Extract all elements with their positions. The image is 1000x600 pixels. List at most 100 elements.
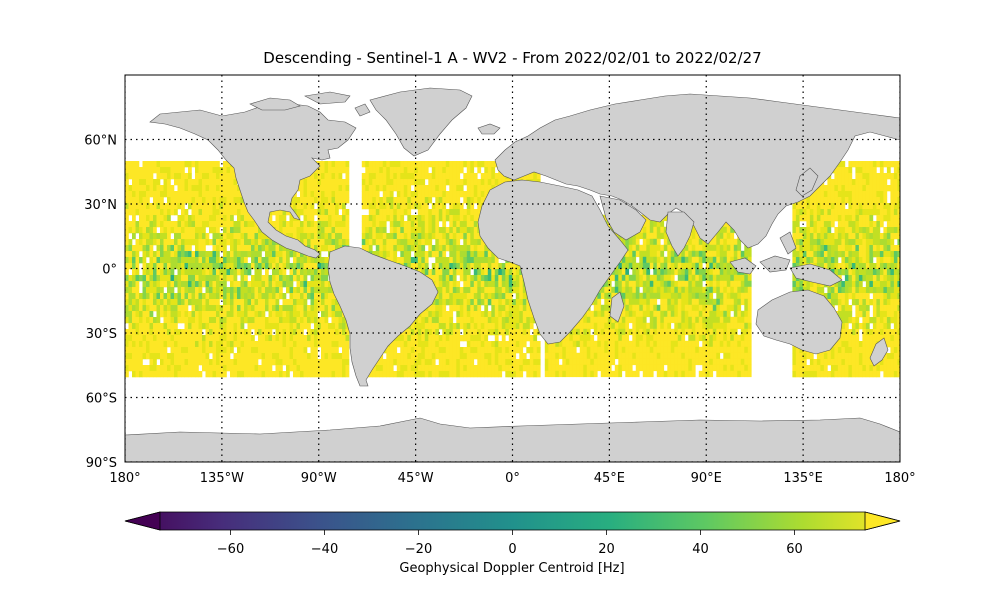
doppler-cell bbox=[135, 167, 140, 174]
doppler-cell bbox=[268, 329, 273, 336]
doppler-cell bbox=[177, 179, 182, 186]
doppler-cell bbox=[389, 233, 394, 240]
doppler-cell bbox=[139, 233, 143, 240]
doppler-cell bbox=[296, 317, 301, 324]
doppler-cell bbox=[667, 352, 672, 360]
doppler-cell bbox=[272, 317, 276, 324]
doppler-cell bbox=[156, 323, 161, 330]
doppler-cell bbox=[307, 263, 311, 270]
doppler-cell bbox=[544, 352, 549, 360]
doppler-cell bbox=[135, 341, 140, 348]
doppler-cell bbox=[487, 275, 492, 282]
doppler-cell bbox=[247, 311, 252, 318]
doppler-cell bbox=[223, 257, 227, 264]
doppler-cell bbox=[153, 179, 157, 186]
doppler-cell bbox=[579, 328, 584, 336]
doppler-cell bbox=[237, 323, 241, 330]
doppler-cell bbox=[338, 215, 343, 222]
doppler-cell bbox=[544, 346, 549, 354]
doppler-cell bbox=[153, 329, 157, 336]
doppler-cell bbox=[300, 293, 304, 300]
doppler-cell bbox=[321, 227, 325, 234]
doppler-cell bbox=[586, 370, 591, 378]
doppler-cell bbox=[153, 197, 157, 204]
doppler-cell bbox=[184, 269, 189, 276]
doppler-cell bbox=[233, 305, 238, 312]
doppler-cell bbox=[628, 250, 633, 258]
doppler-cell bbox=[286, 305, 290, 312]
doppler-cell bbox=[317, 263, 322, 270]
doppler-cell bbox=[181, 299, 185, 306]
doppler-cell bbox=[233, 263, 238, 270]
doppler-cell bbox=[195, 371, 199, 378]
doppler-cell bbox=[646, 220, 651, 228]
doppler-cell bbox=[205, 275, 210, 282]
doppler-cell bbox=[212, 197, 217, 204]
doppler-cell bbox=[258, 317, 262, 324]
doppler-cell bbox=[396, 197, 401, 204]
doppler-cell bbox=[160, 197, 164, 204]
doppler-cell bbox=[463, 281, 468, 288]
doppler-cell bbox=[459, 251, 464, 258]
doppler-cell bbox=[247, 299, 252, 306]
doppler-cell bbox=[153, 191, 157, 198]
doppler-cell bbox=[379, 179, 384, 186]
doppler-cell bbox=[342, 353, 346, 360]
doppler-cell bbox=[396, 191, 401, 198]
doppler-cell bbox=[452, 185, 457, 192]
doppler-cell bbox=[445, 161, 450, 168]
doppler-cell bbox=[310, 341, 315, 348]
doppler-cell bbox=[181, 347, 185, 354]
doppler-cell bbox=[139, 341, 143, 348]
doppler-cell bbox=[230, 203, 234, 210]
doppler-cell bbox=[473, 365, 478, 372]
doppler-cell bbox=[156, 365, 161, 372]
doppler-cell bbox=[677, 292, 682, 300]
doppler-cell bbox=[247, 335, 252, 342]
doppler-cell bbox=[372, 371, 377, 378]
doppler-cell bbox=[442, 305, 447, 312]
doppler-cell bbox=[181, 341, 185, 348]
doppler-cell bbox=[307, 353, 311, 360]
doppler-cell bbox=[442, 293, 447, 300]
doppler-cell bbox=[642, 280, 647, 288]
doppler-cell bbox=[286, 359, 290, 366]
doppler-cell bbox=[681, 304, 686, 312]
doppler-cell bbox=[247, 215, 252, 222]
doppler-cell bbox=[156, 305, 161, 312]
doppler-cell bbox=[674, 346, 679, 354]
doppler-cell bbox=[536, 371, 541, 378]
doppler-cell bbox=[463, 323, 468, 330]
doppler-cell bbox=[449, 227, 454, 234]
doppler-cell bbox=[611, 340, 616, 348]
doppler-cell bbox=[512, 365, 517, 372]
doppler-cell bbox=[670, 316, 675, 324]
doppler-cell bbox=[372, 365, 377, 372]
doppler-cell bbox=[428, 341, 433, 348]
doppler-cell bbox=[625, 358, 630, 366]
doppler-cell bbox=[149, 263, 154, 270]
doppler-cell bbox=[396, 341, 401, 348]
doppler-cell bbox=[174, 311, 178, 318]
doppler-cell bbox=[625, 334, 630, 342]
doppler-cell bbox=[684, 298, 689, 306]
doppler-cell bbox=[667, 334, 672, 342]
doppler-cell bbox=[487, 359, 492, 366]
doppler-cell bbox=[625, 256, 630, 264]
doppler-cell bbox=[233, 251, 238, 258]
doppler-cell bbox=[237, 269, 241, 276]
doppler-cell bbox=[684, 352, 689, 360]
doppler-cell bbox=[684, 280, 689, 288]
doppler-cell bbox=[331, 227, 336, 234]
doppler-cell bbox=[261, 245, 266, 252]
doppler-cell bbox=[491, 275, 496, 282]
doppler-cell bbox=[160, 167, 164, 174]
doppler-cell bbox=[435, 179, 440, 186]
doppler-cell bbox=[230, 179, 234, 186]
doppler-cell bbox=[191, 179, 196, 186]
doppler-cell bbox=[233, 335, 238, 342]
doppler-cell bbox=[202, 281, 206, 288]
doppler-cell bbox=[132, 257, 136, 264]
doppler-cell bbox=[375, 167, 380, 174]
doppler-cell bbox=[494, 335, 499, 342]
